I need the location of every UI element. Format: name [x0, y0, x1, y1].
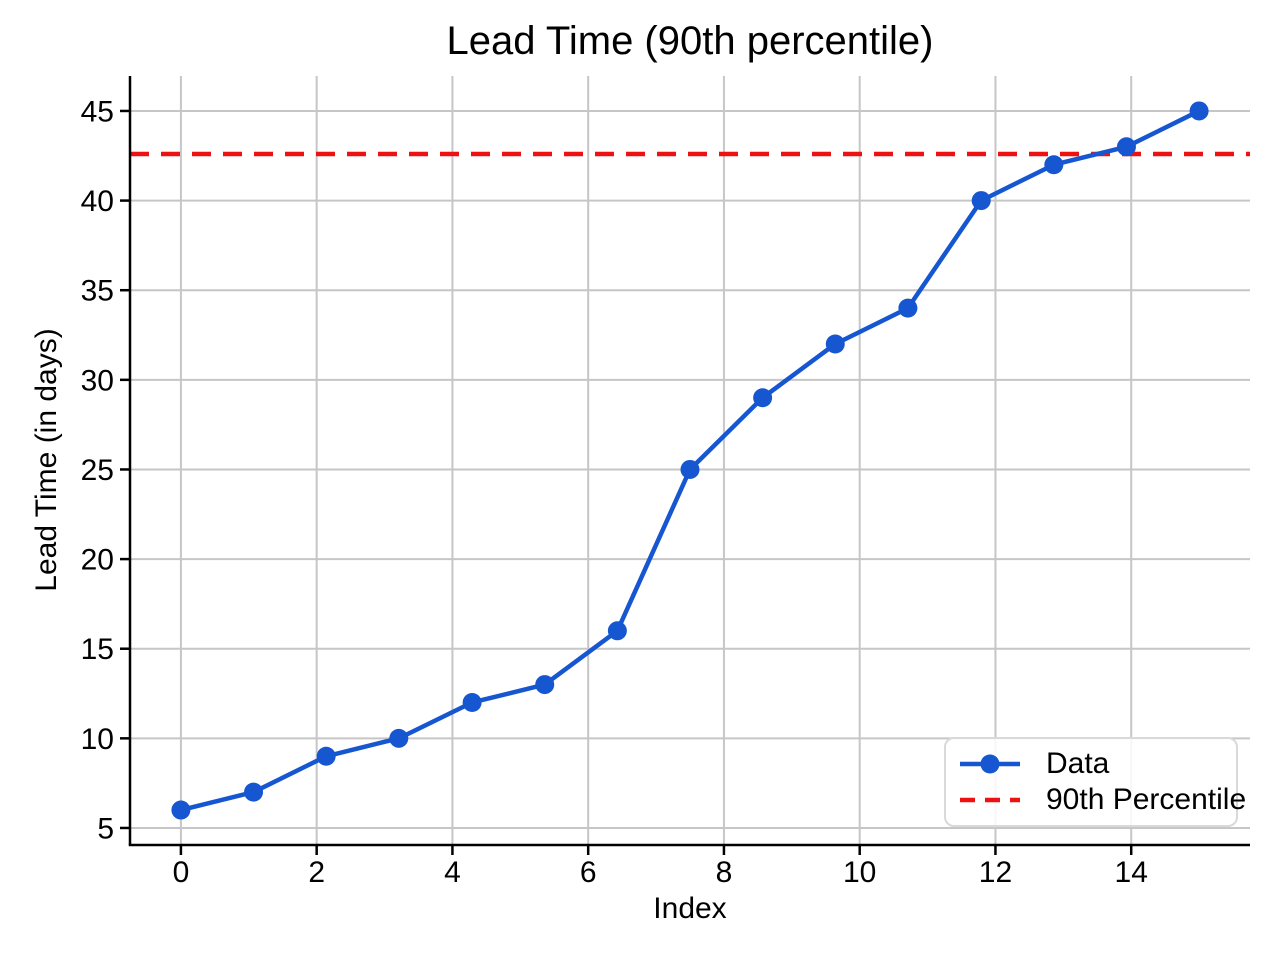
x-tick-label: 10	[843, 856, 876, 889]
x-tick-label: 12	[979, 856, 1012, 889]
data-point	[462, 692, 482, 712]
data-point	[825, 334, 845, 354]
x-tick-label: 0	[173, 856, 190, 889]
y-tick-label: 35	[81, 275, 114, 308]
y-tick-label: 10	[81, 723, 114, 756]
y-tick-label: 15	[81, 633, 114, 666]
data-point	[244, 782, 264, 802]
x-axis-title: Index	[653, 892, 727, 925]
legend-label-percentile: 90th Percentile	[1046, 783, 1247, 816]
legend-item-percentile: 90th Percentile	[958, 782, 1246, 818]
legend-line-marker-sample	[960, 754, 1020, 774]
data-point	[1044, 155, 1064, 175]
legend-item-data: Data	[958, 746, 1226, 782]
chart-title: Lead Time (90th percentile)	[446, 19, 934, 63]
y-tick-label: 5	[97, 812, 114, 845]
data-point	[753, 388, 773, 408]
data-point	[535, 675, 555, 695]
data-point	[680, 459, 700, 479]
data-point	[316, 746, 336, 766]
data-point	[898, 298, 918, 318]
x-tick-label: 6	[580, 856, 597, 889]
y-tick-label: 45	[81, 95, 114, 128]
legend: Data 90th Percentile	[944, 737, 1246, 827]
x-tick-label: 14	[1115, 856, 1148, 889]
y-tick-label: 40	[81, 185, 114, 218]
y-tick-label: 30	[81, 364, 114, 397]
y-tick-label: 25	[81, 454, 114, 487]
data-point	[171, 800, 191, 820]
x-tick-label: 8	[716, 856, 733, 889]
y-axis-title: Lead Time (in days)	[30, 328, 63, 592]
legend-label-data: Data	[1046, 747, 1110, 780]
data-point	[971, 191, 991, 211]
data-point	[607, 621, 627, 641]
data-point	[1189, 101, 1209, 121]
x-tick-label: 2	[308, 856, 325, 889]
data-point	[389, 728, 409, 748]
data-point	[1116, 137, 1136, 157]
y-tick-label: 20	[81, 544, 114, 577]
x-tick-label: 4	[444, 856, 461, 889]
legend-dashed-line-sample	[960, 797, 1020, 803]
